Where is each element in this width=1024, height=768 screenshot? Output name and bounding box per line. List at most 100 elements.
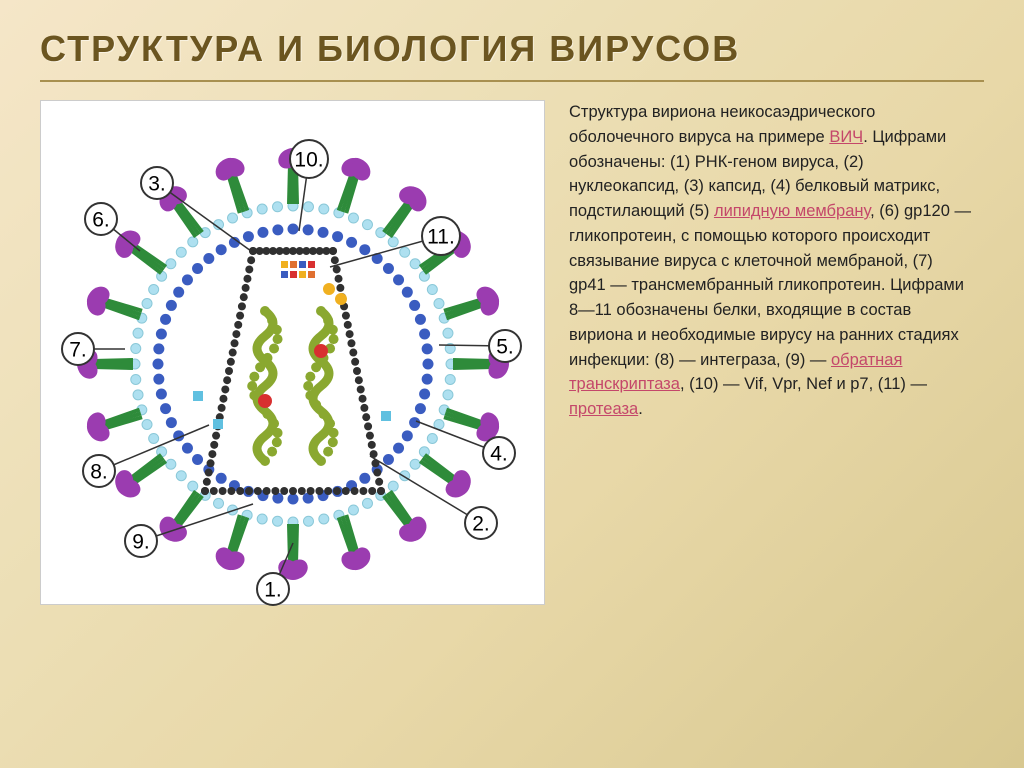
capsid-bead (329, 247, 337, 255)
rna-bead (260, 456, 270, 466)
rna-bead (311, 400, 321, 410)
rna-bead (328, 325, 338, 335)
link-protease[interactable]: протеаза (569, 400, 638, 418)
lipid-bead (273, 516, 283, 526)
matrix-bead (288, 224, 299, 235)
lipid-bead (142, 419, 152, 429)
link-lipid[interactable]: липидную мембрану (714, 202, 870, 220)
lipid-bead (443, 390, 453, 400)
capsid-bead (342, 312, 350, 320)
matrix-bead (153, 343, 164, 354)
lipid-bead (188, 481, 198, 491)
matrix-bead (419, 389, 430, 400)
rna-bead (325, 419, 335, 429)
rna-bead (262, 353, 272, 363)
accessory-protein (308, 261, 315, 268)
accessory-protein (290, 261, 297, 268)
gp41-stalk (93, 367, 133, 368)
capsid-bead (324, 487, 332, 495)
capsid-bead (223, 376, 231, 384)
rna-bead (316, 306, 326, 316)
capsid-bead (232, 330, 240, 338)
lipid-bead (133, 328, 143, 338)
lipid-bead (434, 299, 444, 309)
capsid-bead (362, 413, 370, 421)
label-number: 2. (472, 513, 490, 536)
capsid-bead (357, 385, 365, 393)
lipid-bead (133, 390, 143, 400)
gp41-stalk (289, 164, 290, 204)
capsid-bead (359, 487, 367, 495)
lipid-bead (427, 433, 437, 443)
rna-bead (329, 428, 339, 438)
rna-bead (272, 437, 282, 447)
gp41-stalk (296, 524, 297, 564)
lipid-bead (362, 220, 372, 230)
label-number: 1. (264, 579, 282, 602)
capsid-bead (271, 487, 279, 495)
label-number: 7. (69, 339, 87, 362)
capsid-bead (227, 487, 235, 495)
capsid-bead (307, 487, 315, 495)
capsid-bead (335, 275, 343, 283)
capsid-bead (210, 487, 218, 495)
capsid-bead (355, 376, 363, 384)
lipid-bead (348, 213, 358, 223)
gp41-stalk (387, 202, 411, 234)
matrix-bead (153, 359, 164, 370)
label-number: 5. (496, 336, 514, 359)
capsid-bead (203, 478, 211, 486)
lipid-bead (131, 374, 141, 384)
accessory-protein (281, 271, 288, 278)
capsid-bead (366, 432, 374, 440)
accessory-protein (299, 261, 306, 268)
inner-bg (141, 212, 445, 516)
gp41-stalk (175, 202, 199, 234)
matrix-bead (415, 314, 426, 325)
matrix-bead (173, 287, 184, 298)
capsid-bead (368, 441, 376, 449)
matrix-bead (346, 237, 357, 248)
rna-bead (260, 306, 270, 316)
gp41-stalk (131, 246, 163, 270)
capsid-bead (242, 284, 250, 292)
lipid-bead (400, 247, 410, 257)
matrix-bead (182, 274, 193, 285)
capsid-bead (225, 367, 233, 375)
capsid-bead (349, 349, 357, 357)
lipid-bead (348, 505, 358, 515)
capsid-bead (280, 487, 288, 495)
matrix-bead (393, 274, 404, 285)
capsid-bead (221, 385, 229, 393)
rt-enzyme (314, 344, 328, 358)
lipid-bead (388, 237, 398, 247)
capsid-bead (245, 487, 253, 495)
capsid-bead (201, 487, 209, 495)
capsid-bead (344, 321, 352, 329)
capsid-bead (364, 422, 372, 430)
capsid-bead (254, 487, 262, 495)
legend-mid2: , (10) — Vif, Vpr, Nef и p7, (11) — (680, 375, 927, 393)
matrix-bead (153, 374, 164, 385)
capsid-bead (236, 487, 244, 495)
matrix-bead (156, 328, 167, 339)
label-number: 9. (132, 531, 150, 554)
rna-bead (249, 372, 259, 382)
matrix-bead (216, 473, 227, 484)
lipid-bead (257, 204, 267, 214)
integrase (193, 391, 203, 401)
capsid-bead (351, 358, 359, 366)
capsid-bead (342, 487, 350, 495)
gp41-stalk (175, 493, 199, 525)
lipid-bead (443, 328, 453, 338)
matrix-bead (419, 328, 430, 339)
link-hiv[interactable]: ВИЧ (829, 128, 863, 146)
matrix-bead (402, 287, 413, 298)
matrix-bead (243, 231, 254, 242)
lipid-bead (188, 237, 198, 247)
rna-bead (267, 315, 277, 325)
gp41-stalk (422, 458, 454, 482)
rna-bead (249, 390, 259, 400)
capsid-bead (208, 450, 216, 458)
capsid-bead (234, 321, 242, 329)
